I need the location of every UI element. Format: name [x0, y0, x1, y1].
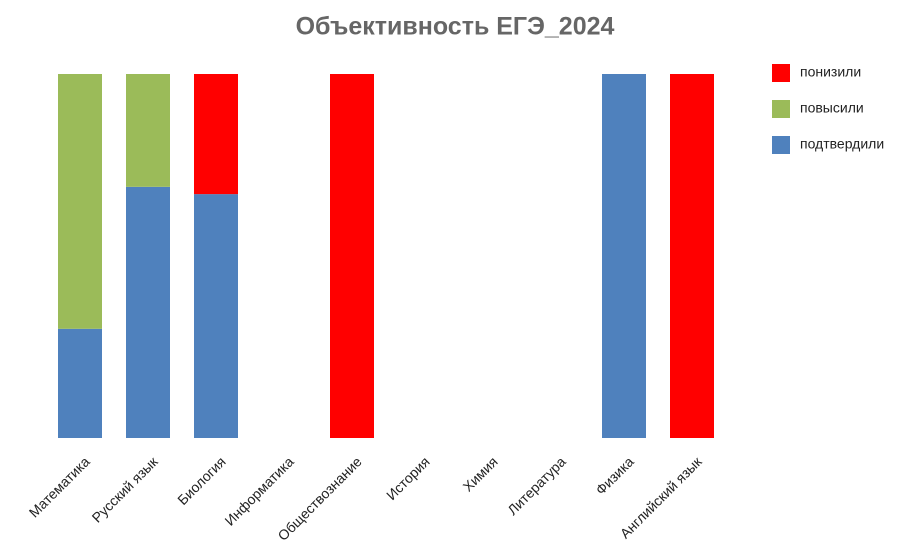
legend-label: повысили	[800, 100, 864, 116]
x-tick-label: История	[383, 453, 433, 503]
x-tick-label: Литература	[504, 453, 569, 518]
legend-label: понизили	[800, 64, 861, 80]
bar-segment	[58, 328, 102, 438]
x-tick-label: Биология	[174, 453, 229, 508]
x-tick-label: Химия	[460, 453, 501, 494]
x-tick-label: Русский язык	[89, 453, 162, 526]
legend-swatch	[772, 136, 790, 154]
bar-segment	[194, 74, 238, 195]
legend-swatch	[772, 100, 790, 118]
bar-segment	[126, 74, 170, 187]
bar-segment	[602, 74, 646, 438]
bar-segment	[126, 186, 170, 438]
chart-title: Объективность ЕГЭ_2024	[296, 13, 615, 41]
x-tick-label: Информатика	[221, 453, 296, 528]
bar-segment	[58, 74, 102, 329]
bar-segment	[194, 194, 238, 438]
legend-swatch	[772, 64, 790, 82]
bar-segment	[330, 74, 374, 438]
x-tick-label: Физика	[592, 453, 637, 498]
legend-label: подтвердили	[800, 136, 884, 152]
bar-segment	[670, 74, 714, 438]
x-tick-label: Математика	[26, 453, 93, 520]
